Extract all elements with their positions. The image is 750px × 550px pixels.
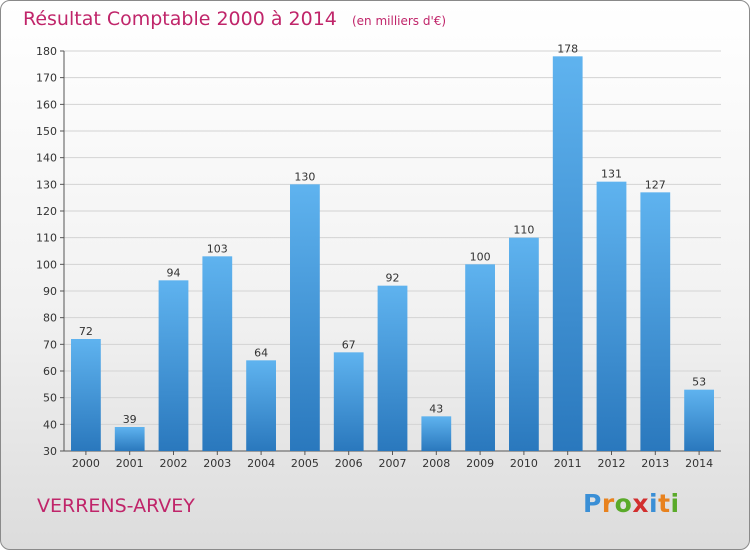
value-label: 53: [692, 376, 706, 389]
value-label: 64: [254, 346, 268, 359]
value-label: 127: [645, 178, 666, 191]
value-label: 43: [429, 402, 443, 415]
value-label: 94: [167, 266, 181, 279]
y-tick-label: 140: [36, 152, 57, 165]
bar: [465, 264, 495, 451]
logo-letter: i: [670, 489, 680, 518]
bar: [684, 389, 714, 451]
x-tick-label: 2014: [685, 457, 713, 470]
x-tick-label: 2001: [116, 457, 144, 470]
logo-letter: t: [658, 489, 671, 518]
value-label: 72: [79, 325, 93, 338]
bar: [71, 339, 101, 451]
x-tick-label: 2009: [466, 457, 494, 470]
y-tick-label: 80: [43, 312, 57, 325]
value-label: 131: [601, 168, 622, 181]
bar: [290, 184, 320, 452]
x-tick-label: 2005: [291, 457, 319, 470]
y-tick-label: 40: [43, 418, 57, 431]
y-tick-label: 180: [36, 45, 57, 58]
title-text: Résultat Comptable 2000 à 2014: [23, 8, 337, 30]
y-tick-label: 70: [43, 338, 57, 351]
value-label: 39: [123, 413, 137, 426]
x-tick-label: 2006: [335, 457, 363, 470]
unit-note: (en milliers d'€): [351, 14, 447, 28]
logo-letter: P: [583, 489, 602, 518]
bar: [421, 416, 452, 451]
x-tick-label: 2012: [598, 457, 626, 470]
y-tick-label: 160: [36, 98, 57, 111]
y-tick-label: 170: [36, 72, 57, 85]
x-tick-label: 2000: [72, 457, 100, 470]
y-tick-label: 90: [43, 285, 57, 298]
x-tick-label: 2002: [160, 457, 188, 470]
bar: [552, 56, 583, 451]
x-tick-label: 2004: [247, 457, 275, 470]
logo-letter: o: [614, 489, 633, 518]
value-label: 92: [386, 272, 400, 285]
bar: [333, 352, 364, 451]
y-tick-label: 130: [36, 178, 57, 191]
bar: [158, 280, 189, 451]
chart-title: Résultat Comptable 2000 à 2014 (en milli…: [23, 8, 446, 30]
bar: [377, 285, 408, 451]
bar: [640, 192, 671, 452]
proxiti-logo: Proxiti: [583, 489, 680, 518]
bar: [596, 181, 627, 451]
x-tick-label: 2008: [422, 457, 450, 470]
y-tick-label: 150: [36, 125, 57, 138]
x-tick-label: 2010: [510, 457, 538, 470]
x-tick-label: 2013: [641, 457, 669, 470]
value-label: 100: [470, 250, 491, 263]
x-tick-label: 2003: [203, 457, 231, 470]
value-label: 103: [207, 242, 228, 255]
logo-letter: r: [601, 489, 615, 518]
y-tick-label: 100: [36, 258, 57, 271]
logo-letter: i: [649, 489, 659, 518]
bar: [202, 256, 233, 451]
y-tick-label: 110: [36, 232, 57, 245]
y-tick-label: 60: [43, 365, 57, 378]
x-tick-label: 2011: [554, 457, 582, 470]
y-tick-label: 30: [43, 445, 57, 458]
value-label: 178: [557, 42, 578, 55]
value-label: 110: [513, 224, 534, 237]
value-label: 130: [294, 170, 315, 183]
y-tick-label: 120: [36, 205, 57, 218]
bar: [509, 237, 539, 451]
bar: [114, 427, 145, 451]
value-label: 67: [342, 338, 356, 351]
y-tick-label: 50: [43, 392, 57, 405]
town-name: VERRENS-ARVEY: [37, 495, 195, 517]
x-tick-label: 2007: [379, 457, 407, 470]
bar: [246, 360, 276, 451]
logo-letter: x: [632, 489, 649, 518]
